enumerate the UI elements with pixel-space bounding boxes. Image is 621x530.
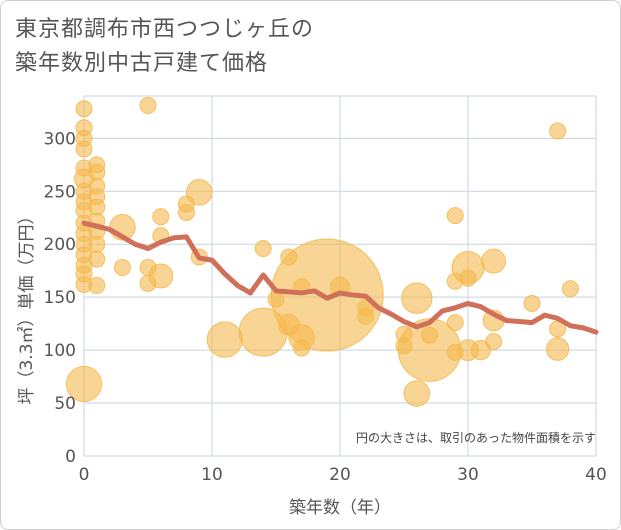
size-note: 円の大きさは、取引のあった物件面積を示す xyxy=(356,430,596,445)
data-bubble xyxy=(485,333,503,351)
data-bubble xyxy=(206,321,243,358)
chart-title-line-2: 築年数別中古戸建て価格 xyxy=(15,51,269,76)
data-bubble xyxy=(88,250,106,268)
x-axis-label: 築年数（年） xyxy=(289,498,391,518)
chart-title: 東京都調布市西つつじヶ丘の 築年数別中古戸建て価格 xyxy=(15,13,314,81)
data-bubble xyxy=(481,248,507,274)
data-bubble xyxy=(75,100,93,118)
data-bubble xyxy=(545,337,570,361)
y-tick-label: 250 xyxy=(44,182,76,202)
x-tick-label: 30 xyxy=(457,465,479,485)
data-bubble xyxy=(459,269,477,287)
x-tick-label: 10 xyxy=(201,465,223,485)
data-bubble xyxy=(446,207,464,225)
data-bubble xyxy=(254,239,272,257)
data-bubble xyxy=(88,235,106,253)
data-bubble xyxy=(446,314,464,332)
data-bubble xyxy=(185,179,213,206)
x-tick-labels: 0 10 20 30 40 xyxy=(79,465,607,485)
data-bubble xyxy=(421,326,439,344)
trend-line xyxy=(81,220,599,335)
data-bubble xyxy=(357,307,375,325)
y-tick-label: 100 xyxy=(44,341,76,361)
chart-title-line-1: 東京都調布市西つつじヶ丘の xyxy=(15,17,315,42)
data-bubble xyxy=(403,380,431,407)
data-bubble xyxy=(523,295,541,313)
data-bubble xyxy=(88,277,106,295)
y-tick-label: 50 xyxy=(54,394,76,414)
data-bubble xyxy=(113,259,131,277)
y-axis-label: 坪（3.3㎡）単価（万円） xyxy=(17,207,37,404)
y-tick-labels: 0 50 100 150 200 250 300 xyxy=(44,129,76,467)
x-tick-label: 40 xyxy=(585,465,607,485)
data-bubble xyxy=(65,365,103,403)
data-bubble xyxy=(148,263,174,289)
bubble-layer xyxy=(65,97,579,407)
data-bubble xyxy=(75,140,93,158)
x-tick-label: 0 xyxy=(79,465,90,485)
data-bubble xyxy=(270,238,384,352)
y-tick-label: 0 xyxy=(65,447,76,467)
data-bubble xyxy=(139,97,157,115)
data-bubble xyxy=(549,122,567,140)
y-tick-label: 200 xyxy=(44,235,76,255)
y-tick-label: 300 xyxy=(44,129,76,149)
data-bubble xyxy=(561,280,579,298)
y-tick-label: 150 xyxy=(44,288,76,308)
data-bubble xyxy=(152,208,170,226)
data-bubble xyxy=(470,340,491,361)
data-bubble xyxy=(401,282,433,314)
data-bubble xyxy=(177,203,195,221)
x-tick-label: 20 xyxy=(329,465,351,485)
